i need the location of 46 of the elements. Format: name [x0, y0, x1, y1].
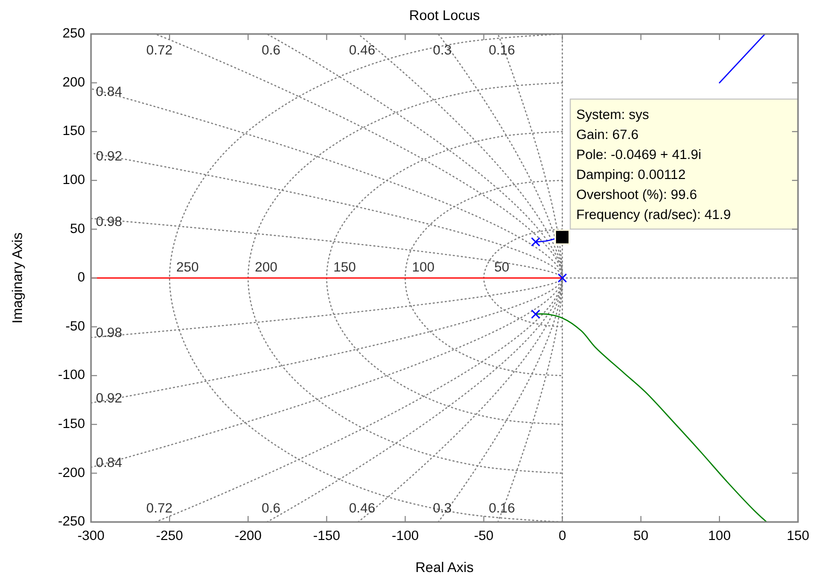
annotation: 0.46: [348, 42, 376, 58]
annotation: 0.6: [262, 500, 280, 516]
x-tick-label: -150: [313, 528, 340, 543]
y-tick-label: 0: [77, 270, 85, 285]
y-tick-label: -150: [58, 416, 85, 431]
y-tick-label: 250: [62, 26, 85, 41]
annotation: 0.98: [96, 214, 122, 230]
annotation: 0.72: [146, 42, 173, 58]
x-axis-title: Real Axis: [415, 559, 474, 575]
x-tick-label: -50: [474, 528, 494, 543]
y-tick-label: 50: [70, 220, 85, 236]
y-tick-label: 200: [62, 74, 85, 90]
y-tick-label: -250: [58, 514, 85, 529]
x-tick-label: -200: [234, 528, 262, 543]
annotation: 0.3: [432, 500, 452, 516]
y-tick-label: 100: [62, 172, 85, 187]
annotation: 200: [254, 260, 278, 275]
annotation: 0.46: [348, 500, 376, 516]
annotation: 100: [412, 260, 434, 275]
annotation: System: sys Gain: 67.6 Pole: -0.0469 + 41.9i Damping: 0.00112 Overshoot (%): 99.6 Frequency (rad/sec): 41.9: [576, 107, 731, 222]
y-tick-label: 150: [62, 123, 85, 138]
x-tick-label: 0: [558, 528, 566, 543]
x-tick-label: -250: [156, 528, 184, 543]
y-tick-label: -200: [58, 464, 85, 480]
x-tick-label: 100: [708, 528, 731, 543]
annotation: 0.92: [96, 390, 122, 406]
annotation: 0.16: [488, 500, 516, 516]
y-tick-label: -50: [65, 318, 85, 334]
annotation: 0.6: [262, 42, 280, 58]
y-axis-title: Imaginary Axis: [9, 232, 25, 324]
x-tick-label: 50: [633, 528, 648, 543]
y-tick-label: -100: [58, 367, 85, 382]
x-tick-label: 150: [786, 528, 810, 543]
annotation: 0.92: [96, 148, 122, 164]
chart-title: Root Locus: [409, 7, 480, 23]
annotation: 0.3: [432, 42, 452, 58]
x-tick-label: -100: [392, 528, 419, 543]
annotation: 50: [494, 260, 510, 275]
x-tick-label: -300: [77, 528, 105, 543]
annotation: 0.98: [96, 325, 122, 340]
annotation: 150: [333, 260, 356, 275]
annotation: 0.84: [96, 454, 123, 470]
annotation: 0.16: [488, 42, 516, 58]
annotation: 0.84: [96, 84, 123, 100]
annotation: 250: [176, 260, 199, 275]
annotation: 0.72: [146, 500, 173, 516]
